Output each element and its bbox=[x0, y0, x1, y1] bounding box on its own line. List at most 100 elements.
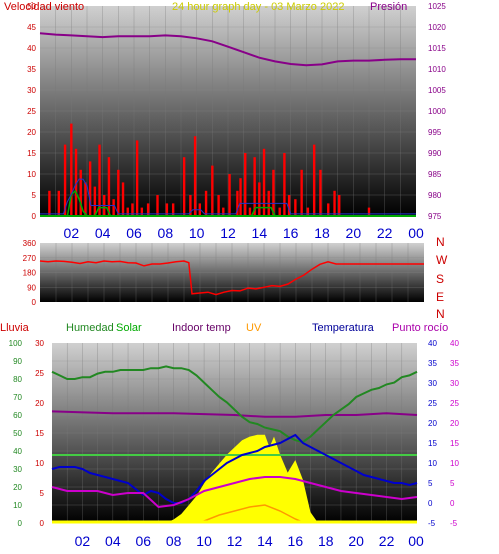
humidity-tick-label: 50 bbox=[13, 429, 22, 438]
pressure-y-axis-ticks: 975 980 985 990 995 1000 1005 1010 1015 1020 1025 bbox=[428, 2, 446, 221]
dewpoint-label: Punto rocío bbox=[392, 322, 448, 334]
direction-panel-grid bbox=[40, 243, 424, 302]
x-tick-label: 04 bbox=[95, 225, 111, 241]
temperature-label: Temperatura bbox=[312, 322, 375, 334]
bottom-panel-legend: Lluvia Humedad Solar Indoor temp UV Temp… bbox=[0, 322, 448, 334]
compass-letter: N bbox=[436, 307, 445, 321]
x-tick-label: 06 bbox=[135, 533, 151, 549]
pressure-tick-label: 1025 bbox=[428, 2, 446, 11]
wind-label: Velocidad viento bbox=[4, 1, 84, 13]
x-tick-label: 18 bbox=[314, 225, 330, 241]
wind-bar bbox=[48, 190, 51, 216]
temperature-line bbox=[51, 433, 418, 504]
wind-bars bbox=[48, 123, 371, 216]
wind-bar bbox=[283, 153, 286, 216]
x-tick-label: 02 bbox=[75, 533, 91, 549]
x-tick-label: 04 bbox=[105, 533, 121, 549]
rain-tick-label: 20 bbox=[35, 399, 44, 408]
humidity-label: Humedad bbox=[66, 322, 114, 334]
x-tick-label: 00 bbox=[408, 533, 424, 549]
temperature-tick-label: 0 bbox=[428, 499, 433, 508]
rain-tick-label: 30 bbox=[35, 339, 44, 348]
wind-tick-label: 5 bbox=[32, 191, 37, 200]
wind-bar bbox=[244, 153, 247, 216]
wind-bar bbox=[171, 203, 175, 216]
wind-bar bbox=[211, 165, 214, 216]
compass-letter: N bbox=[436, 235, 445, 249]
humidity-tick-label: 20 bbox=[13, 483, 22, 492]
wind-bar bbox=[140, 207, 144, 216]
pressure-label: Presión bbox=[370, 1, 407, 13]
rain-y-axis-ticks: 0 5 10 15 20 25 30 bbox=[35, 339, 44, 528]
wind-bar bbox=[278, 207, 281, 216]
x-tick-label: 06 bbox=[126, 225, 142, 241]
humidity-tick-label: 60 bbox=[13, 411, 22, 420]
wind-bar bbox=[121, 182, 125, 216]
x-tick-label: 16 bbox=[283, 225, 299, 241]
pressure-tick-label: 1000 bbox=[428, 107, 446, 116]
humidity-y-axis-ticks: 0 10 20 30 40 50 60 70 80 90 100 bbox=[9, 339, 23, 528]
humidity-upper-line bbox=[51, 410, 418, 418]
x-tick-label: 16 bbox=[288, 533, 304, 549]
x-tick-label: 08 bbox=[158, 225, 174, 241]
humidity-tick-label: 40 bbox=[13, 447, 22, 456]
x-tick-label: 12 bbox=[227, 533, 243, 549]
wind-tick-label: 30 bbox=[27, 86, 36, 95]
x-tick-label: 20 bbox=[346, 225, 362, 241]
x-axis-ticks-bottom: 02 04 06 08 10 12 14 16 18 20 22 00 bbox=[75, 533, 424, 549]
x-tick-label: 02 bbox=[64, 225, 80, 241]
wind-bar bbox=[131, 203, 134, 216]
wind-bar bbox=[217, 195, 220, 216]
wind-bar bbox=[204, 190, 208, 216]
wind-bar bbox=[236, 190, 239, 216]
temperature-tick-label: 30 bbox=[428, 379, 437, 388]
wind-tick-label: 40 bbox=[27, 44, 36, 53]
x-tick-label: 10 bbox=[189, 225, 205, 241]
x-tick-label: 14 bbox=[252, 225, 268, 241]
pressure-tick-label: 985 bbox=[428, 170, 442, 179]
dewpoint-line bbox=[51, 476, 418, 509]
x-tick-label: 00 bbox=[408, 225, 424, 241]
wind-bar bbox=[294, 199, 297, 216]
wind-bar bbox=[367, 207, 371, 216]
wind-bar bbox=[84, 182, 87, 216]
humidity-tick-label: 30 bbox=[13, 465, 22, 474]
wind-bar bbox=[156, 195, 159, 216]
wind-bar bbox=[146, 203, 150, 216]
pressure-tick-label: 995 bbox=[428, 128, 442, 137]
dewpoint-tick-label: -5 bbox=[450, 519, 458, 528]
uv-line bbox=[196, 504, 304, 523]
x-tick-label: 08 bbox=[166, 533, 182, 549]
wind-bar bbox=[327, 203, 330, 216]
dewpoint-tick-label: 25 bbox=[450, 399, 459, 408]
direction-tick-label: 90 bbox=[27, 283, 36, 292]
wind-bar bbox=[107, 157, 111, 216]
wind-tick-label: 15 bbox=[27, 149, 36, 158]
wind-tick-label: 0 bbox=[32, 212, 37, 221]
wind-bar bbox=[319, 169, 322, 216]
wind-tick-label: 45 bbox=[27, 23, 36, 32]
rain-tick-label: 15 bbox=[35, 429, 44, 438]
x-tick-label: 14 bbox=[257, 533, 273, 549]
pressure-tick-label: 990 bbox=[428, 149, 442, 158]
temperature-tick-label: 5 bbox=[428, 479, 433, 488]
wind-bar bbox=[189, 195, 192, 216]
wind-bar bbox=[306, 207, 310, 216]
humidity-tick-label: 100 bbox=[9, 339, 23, 348]
humidity-tick-label: 90 bbox=[13, 357, 22, 366]
x-tick-label: 20 bbox=[348, 533, 364, 549]
wind-bar bbox=[228, 174, 231, 216]
rain-label: Lluvia bbox=[0, 322, 30, 334]
temperature-tick-label: 25 bbox=[428, 399, 437, 408]
wind-bar bbox=[93, 186, 97, 216]
direction-y-axis-ticks: 0 90 180 270 360 bbox=[23, 239, 37, 307]
wind-bar bbox=[182, 157, 186, 216]
temperature-tick-label: 40 bbox=[428, 339, 437, 348]
dewpoint-tick-label: 0 bbox=[450, 499, 455, 508]
temperature-tick-label: 10 bbox=[428, 459, 437, 468]
x-tick-label: 22 bbox=[379, 533, 395, 549]
wind-bar bbox=[239, 178, 242, 216]
temperature-tick-label: -5 bbox=[428, 519, 436, 528]
compass-letter: E bbox=[436, 290, 444, 304]
